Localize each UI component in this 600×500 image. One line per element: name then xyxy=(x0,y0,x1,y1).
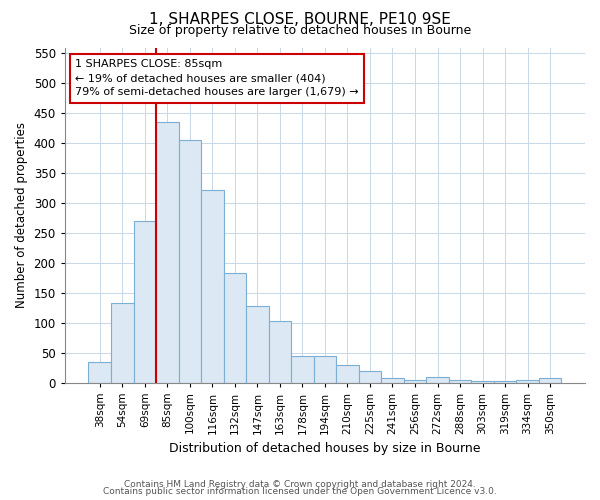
Bar xyxy=(471,380,494,382)
Text: 1, SHARPES CLOSE, BOURNE, PE10 9SE: 1, SHARPES CLOSE, BOURNE, PE10 9SE xyxy=(149,12,451,28)
Y-axis label: Number of detached properties: Number of detached properties xyxy=(15,122,28,308)
Bar xyxy=(291,356,314,382)
Text: Contains public sector information licensed under the Open Government Licence v3: Contains public sector information licen… xyxy=(103,487,497,496)
Text: Size of property relative to detached houses in Bourne: Size of property relative to detached ho… xyxy=(129,24,471,37)
Bar xyxy=(269,321,291,382)
Text: 1 SHARPES CLOSE: 85sqm
← 19% of detached houses are smaller (404)
79% of semi-de: 1 SHARPES CLOSE: 85sqm ← 19% of detached… xyxy=(75,59,359,97)
Bar xyxy=(404,380,426,382)
Bar xyxy=(359,370,381,382)
Bar xyxy=(134,221,156,382)
Bar xyxy=(314,356,336,382)
Bar xyxy=(381,378,404,382)
Bar xyxy=(201,190,224,382)
Bar xyxy=(224,273,246,382)
Bar xyxy=(336,364,359,382)
Bar xyxy=(539,378,562,382)
Bar xyxy=(517,380,539,382)
Bar xyxy=(111,303,134,382)
Bar xyxy=(88,362,111,382)
Text: Contains HM Land Registry data © Crown copyright and database right 2024.: Contains HM Land Registry data © Crown c… xyxy=(124,480,476,489)
Bar xyxy=(426,377,449,382)
Bar xyxy=(179,140,201,382)
Bar xyxy=(449,380,471,382)
Bar xyxy=(156,122,179,382)
Bar xyxy=(246,306,269,382)
X-axis label: Distribution of detached houses by size in Bourne: Distribution of detached houses by size … xyxy=(169,442,481,455)
